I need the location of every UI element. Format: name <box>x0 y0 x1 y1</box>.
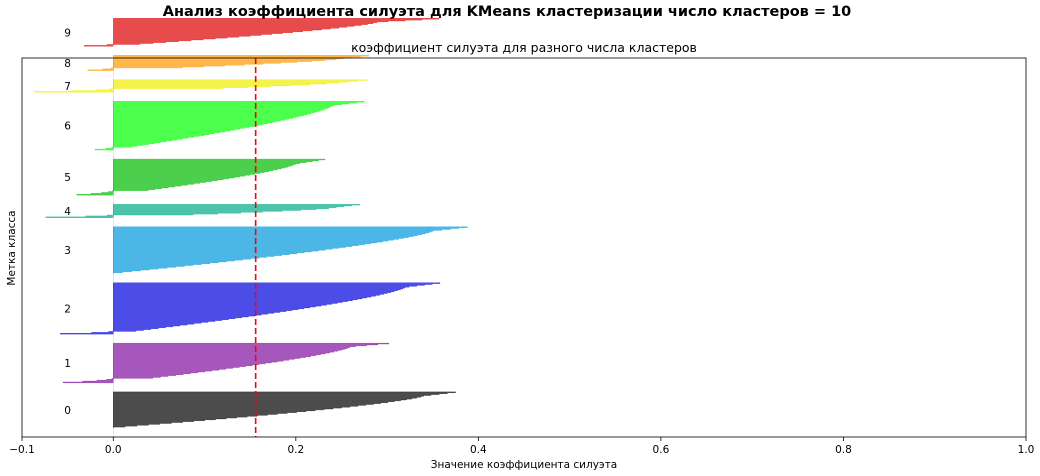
silhouette-band-cluster-1 <box>62 342 390 384</box>
plot-frame <box>21 57 1027 438</box>
silhouette-band-cluster-3 <box>113 226 468 274</box>
x-tick-label: 0.4 <box>470 444 487 456</box>
cluster-label-7: 7 <box>64 81 71 93</box>
silhouette-band-cluster-4 <box>45 203 360 218</box>
cluster-label-0: 0 <box>64 405 71 417</box>
y-axis-label: Метка класса <box>6 210 18 285</box>
silhouette-band-cluster-6 <box>94 101 365 151</box>
x-axis-label: Значение коэффициента силуэта <box>431 459 618 471</box>
cluster-label-9: 9 <box>64 27 71 39</box>
cluster-label-3: 3 <box>64 245 71 257</box>
silhouette-band-cluster-5 <box>76 158 326 196</box>
silhouette-band-cluster-8 <box>87 55 370 71</box>
silhouette-band-cluster-0 <box>113 391 456 428</box>
x-tick-label: 0.2 <box>287 444 304 456</box>
cluster-label-1: 1 <box>64 358 71 370</box>
cluster-labels-layer: 0 1 2 3 4 5 6 7 8 9 <box>64 27 71 417</box>
cluster-label-8: 8 <box>64 58 71 70</box>
cluster-label-2: 2 <box>64 303 71 315</box>
cluster-label-6: 6 <box>64 121 71 133</box>
silhouette-band-cluster-7 <box>33 79 368 93</box>
silhouette-band-cluster-2 <box>60 282 441 335</box>
x-tick-label: −0.1 <box>9 444 35 456</box>
x-tick-label: 0.0 <box>105 444 122 456</box>
chart-title: коэффициент силуэта для разного числа кл… <box>351 40 697 55</box>
x-tick-label: 0.8 <box>835 444 852 456</box>
x-tick-label: 0.6 <box>653 444 670 456</box>
clusters-layer <box>33 18 468 428</box>
silhouette-band-cluster-9 <box>83 18 440 47</box>
x-axis-ticks: −0.1 0.0 0.2 0.4 0.6 0.8 1.0 <box>9 437 1034 456</box>
cluster-label-4: 4 <box>64 206 71 218</box>
cluster-label-5: 5 <box>64 172 71 184</box>
x-tick-label: 1.0 <box>1018 444 1035 456</box>
figure-suptitle: Анализ коэффициента силуэта для KMeans к… <box>162 4 852 20</box>
